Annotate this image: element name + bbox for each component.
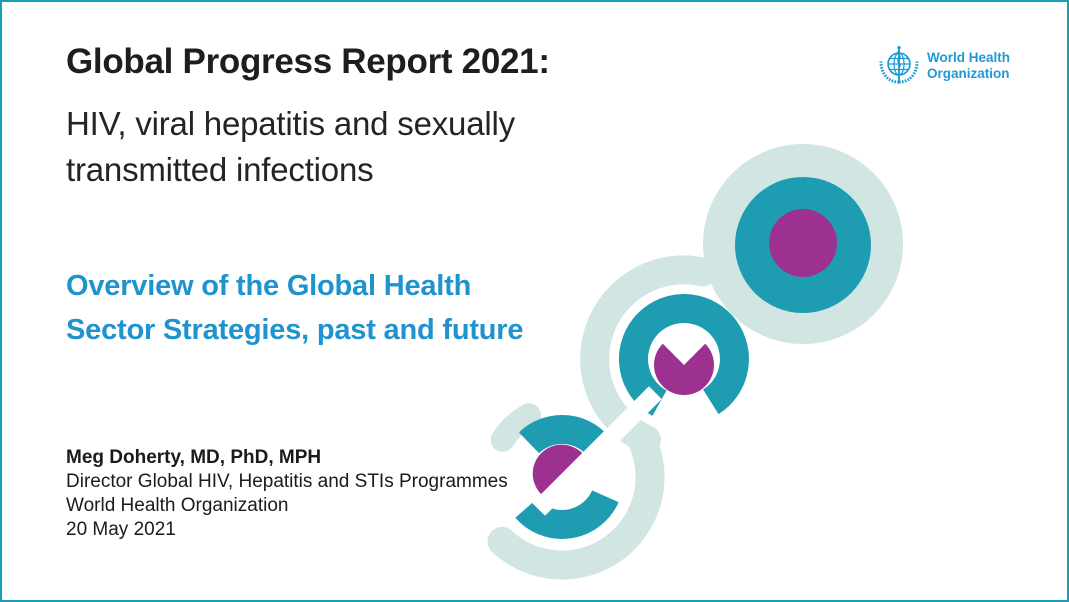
- who-logo-line-2: Organization: [927, 65, 1010, 81]
- middle-teal-ring: [618, 294, 749, 416]
- who-logo-text: World Health Organization: [927, 50, 1010, 81]
- pale-ribbon-tongue: [490, 403, 542, 452]
- top-teal-disc: [735, 177, 871, 313]
- middle-magenta-circle: [654, 343, 714, 396]
- report-subtitle: HIV, viral hepatitis and sexually transm…: [66, 101, 515, 193]
- page-title: Global Progress Report 2021:: [66, 42, 550, 81]
- diagonal-slash: [532, 386, 662, 516]
- presentation-date: 20 May 2021: [66, 519, 176, 540]
- subtitle-line-2: transmitted infections: [66, 151, 374, 188]
- who-logo: World Health Organization: [878, 43, 1010, 85]
- section-heading: Overview of the Global Health Sector Str…: [66, 264, 524, 352]
- author-title: Director Global HIV, Hepatitis and STIs …: [66, 471, 508, 492]
- author-name: Meg Doherty, MD, PhD, MPH: [66, 447, 322, 468]
- author-organization: World Health Organization: [66, 495, 289, 516]
- who-logo-line-1: World Health: [927, 50, 1011, 65]
- bottom-teal-arc-top: [518, 415, 614, 460]
- heading-line-1: Overview of the Global Health: [66, 270, 472, 302]
- author-block: Meg Doherty, MD, PhD, MPH Director Globa…: [66, 446, 508, 542]
- subtitle-line-1: HIV, viral hepatitis and sexually: [66, 105, 515, 142]
- pale-ribbon-arc-bottom: [487, 428, 665, 580]
- bottom-teal-arc-bottom: [515, 489, 619, 539]
- pale-disc: [703, 144, 903, 344]
- top-magenta-disc: [769, 209, 837, 277]
- heading-line-2: Sector Strategies, past and future: [66, 314, 524, 346]
- pale-ribbon-arc-middle: [580, 255, 717, 455]
- bottom-magenta-circle: [532, 444, 584, 496]
- who-emblem-icon: [879, 45, 919, 84]
